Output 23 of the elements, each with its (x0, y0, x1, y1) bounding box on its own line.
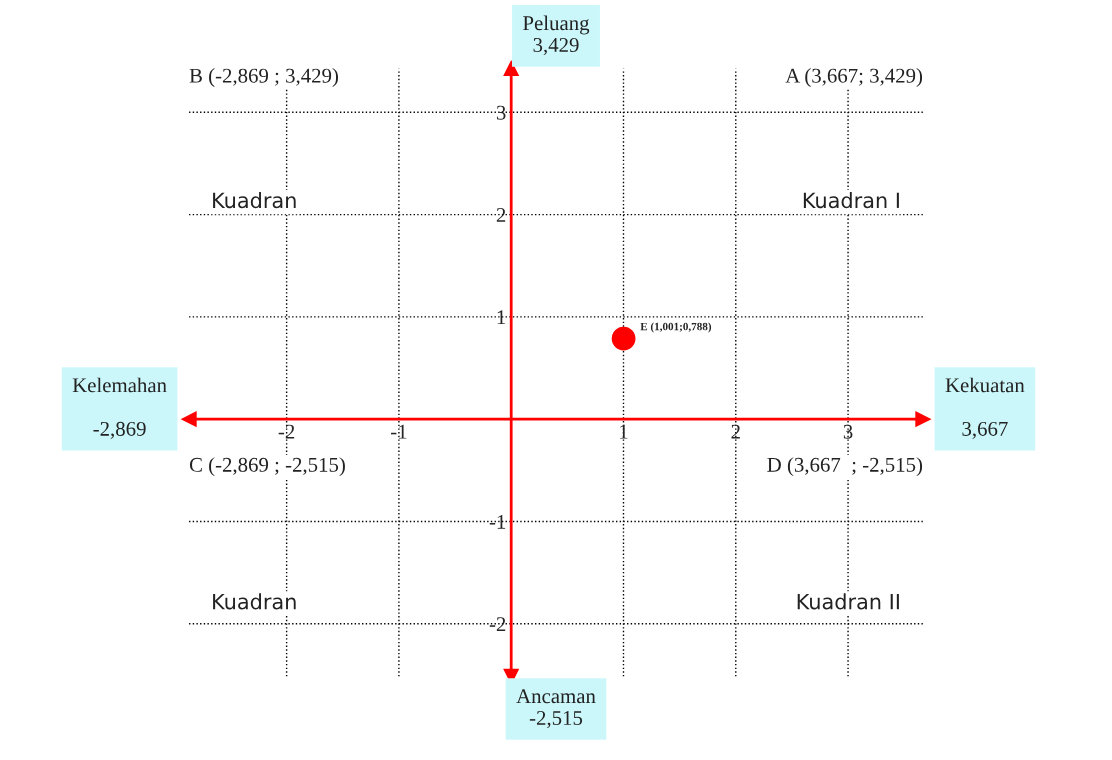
y-tick-label: -1 (489, 514, 506, 529)
y-tick-label: -2 (489, 617, 506, 631)
annotation: B (-2,869 ; 3,429) (189, 68, 338, 87)
annotation: Kuadran I (803, 192, 899, 209)
text: Kekuatan 3,667 (945, 377, 1025, 439)
text: Peluang 3,429 (523, 15, 590, 56)
annotation: Kuadran II (797, 593, 899, 610)
annotation: A (3,667; 3,429) (785, 68, 923, 87)
text: Ancaman -2,515 (516, 689, 596, 728)
series-label: E (1,001;0,788) (640, 322, 712, 333)
x-tick-label: -2 (278, 424, 295, 439)
y-tick-label: 3 (496, 105, 506, 120)
x-tick-label: -1 (391, 424, 407, 439)
x-tick-label: 1 (620, 424, 628, 439)
annotation: Kuadran (213, 593, 296, 610)
annotation: D (3,667 ; -2,515) (767, 457, 923, 477)
y-tick-label: 1 (497, 310, 506, 325)
y-tick-label: 2 (496, 208, 506, 222)
annotation: Kuadran (213, 192, 296, 209)
x-tick-label: 3 (843, 424, 853, 439)
text: Kelemahan -2,869 (72, 377, 167, 439)
x-tick-label: 2 (731, 424, 740, 439)
annotation: C (-2,869 ; -2,515) (189, 457, 345, 477)
